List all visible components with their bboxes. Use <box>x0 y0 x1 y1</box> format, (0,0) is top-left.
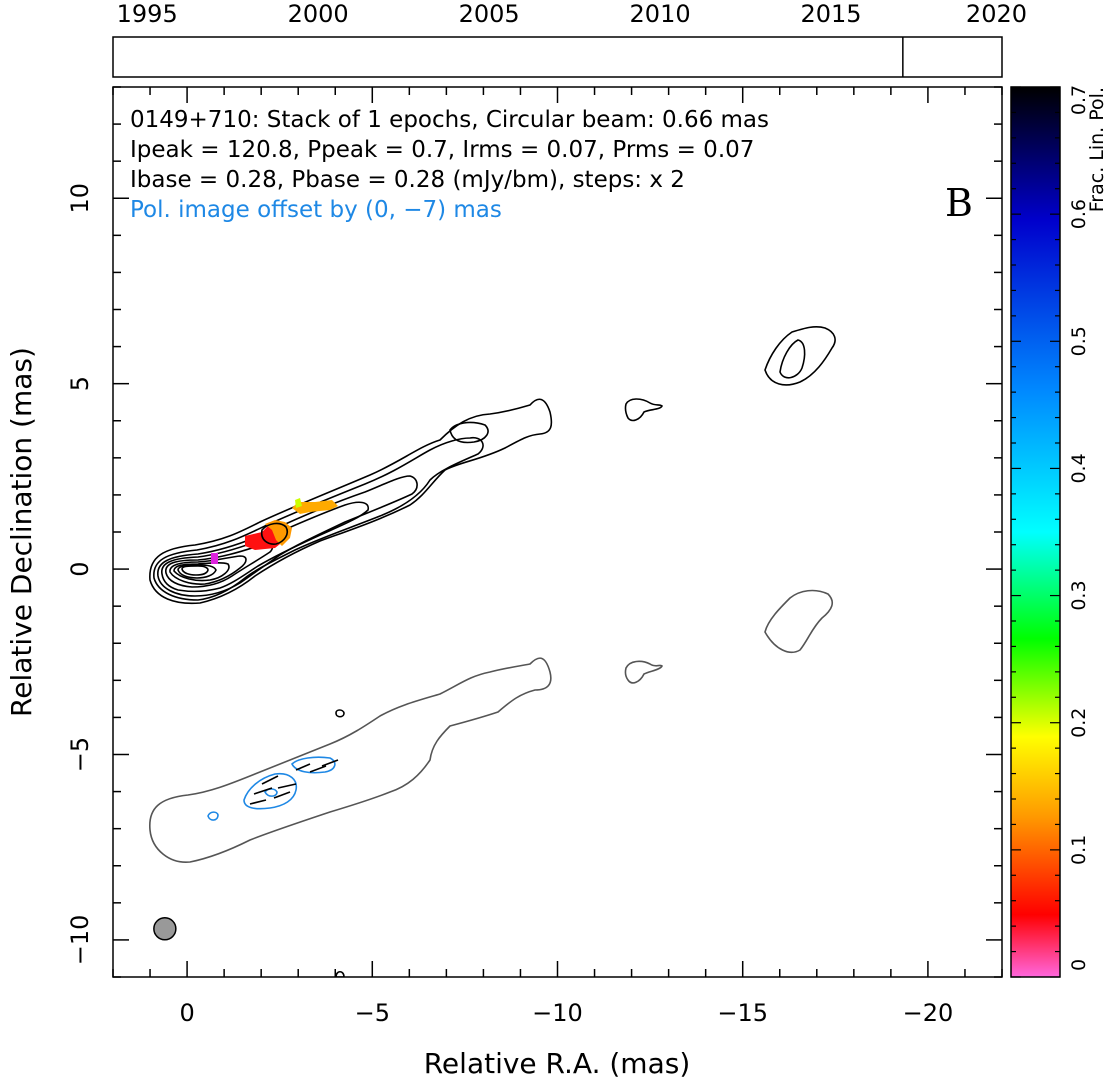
evpa-stick <box>253 787 273 795</box>
contour-level-7 <box>173 562 230 582</box>
y-axis-title: Relative Declination (mas) <box>5 347 38 717</box>
patch-contour-1 <box>624 398 663 422</box>
x-tick-label: −5 <box>355 999 390 1027</box>
pol-blue-contour-3 <box>207 811 219 821</box>
info-block: 0149+710: Stack of 1 epochs, Circular be… <box>130 107 769 223</box>
x-tick-label: 0 <box>179 999 194 1027</box>
pol-image-offset <box>149 589 834 863</box>
y-tick-label: 0 <box>66 561 94 576</box>
patch-contour-2 <box>764 325 836 386</box>
colorbar-ticks: 0 0.1 0.2 0.3 0.4 0.5 0.6 0.7 <box>1011 85 1090 978</box>
x-tick-label: −15 <box>717 999 768 1027</box>
colorbar-tick-label: 0.5 <box>1068 326 1090 356</box>
timeline-year-label: 1995 <box>117 0 178 28</box>
timeline-year-label: 2005 <box>459 0 520 28</box>
evpa-stick <box>249 799 267 805</box>
info-line-3: Ibase = 0.28, Pbase = 0.28 (mJy/bm), ste… <box>130 167 685 193</box>
patch-contour-3 <box>779 339 806 379</box>
evpa-sticks <box>249 759 339 805</box>
y-tick-label: 10 <box>66 183 94 214</box>
pol-grey-patch-1 <box>624 660 663 684</box>
x-tick-label: −20 <box>903 999 954 1027</box>
contour-level-6 <box>169 555 247 585</box>
edge-contour <box>335 970 345 977</box>
colorbar: 0 0.1 0.2 0.3 0.4 0.5 0.6 0.7 Frac. Lin. Pol. <box>1010 85 1108 978</box>
pol-offset-note: Pol. image offset by (0, −7) mas <box>130 197 502 223</box>
pol-patch-yellow <box>295 498 302 508</box>
colorbar-tick-label: 0.6 <box>1068 199 1090 229</box>
y-tick-label: −5 <box>66 737 94 772</box>
y-tick-label: −10 <box>66 915 94 966</box>
info-line-2: Ipeak = 120.8, Ppeak = 0.7, Irms = 0.07,… <box>130 137 754 163</box>
knot-contour <box>449 421 489 444</box>
colorbar-tick-label: 0.2 <box>1068 708 1090 738</box>
colorbar-label: Frac. Lin. Pol. <box>1086 87 1108 212</box>
pol-blue-contour-2 <box>291 756 336 774</box>
timeline-year-label: 2000 <box>288 0 349 28</box>
colorbar-tick-label: 0.4 <box>1068 453 1090 483</box>
contour-level-4 <box>161 501 369 593</box>
x-tick-label: −10 <box>532 999 583 1027</box>
contour-level-8 <box>177 564 217 579</box>
colorbar-tick-label: 0.1 <box>1068 835 1090 865</box>
evpa-stick <box>321 759 339 767</box>
axis-tick-labels: 0 −5 −10 −15 −20 −10 −5 0 5 10 <box>66 183 953 1027</box>
contour-level-5 <box>165 543 274 588</box>
evpa-stick <box>309 765 327 773</box>
pol-blue-contour-1 <box>243 772 298 810</box>
tiny-contour <box>335 709 345 718</box>
colorbar-tick-label: 0 <box>1068 959 1090 971</box>
timeline-year-label: 2010 <box>630 0 691 28</box>
timeline-tick-labels: 1995 2000 2005 2010 2015 2020 <box>117 0 1027 28</box>
info-line-1: 0149+710: Stack of 1 epochs, Circular be… <box>130 107 769 133</box>
evpa-stick <box>273 791 291 799</box>
timeline-year-label: 2015 <box>800 0 861 28</box>
timeline-frame <box>112 36 1003 78</box>
contour-level-1 <box>149 398 553 605</box>
colorbar-tick-label: 0.3 <box>1068 580 1090 610</box>
pol-grey-contour <box>149 657 552 863</box>
panel-letter: B <box>945 181 973 225</box>
colorbar-gradient <box>1010 86 1061 978</box>
frac-pol-patches <box>211 498 338 564</box>
pol-grey-patch-2 <box>764 589 834 654</box>
contour-level-2 <box>153 436 484 601</box>
colorbar-tick-label: 0.7 <box>1068 85 1090 115</box>
beam-marker <box>153 917 177 941</box>
y-tick-label: 5 <box>66 376 94 391</box>
jet-intensity-contours <box>149 325 836 977</box>
knot-overlay-contour <box>260 522 289 545</box>
pol-patch-amber <box>292 500 338 514</box>
pol-patch-magenta <box>211 553 218 564</box>
evpa-stick <box>295 763 311 771</box>
evpa-stick <box>277 783 297 789</box>
axis-ticks <box>112 86 1003 978</box>
x-axis-title: Relative R.A. (mas) <box>424 1047 691 1080</box>
evpa-stick <box>261 775 279 785</box>
timeline-year-label: 2020 <box>966 0 1027 28</box>
epoch-timeline: 1995 2000 2005 2010 2015 2020 <box>112 0 1027 78</box>
contour-level-9 <box>181 565 209 576</box>
map-layers <box>149 325 836 977</box>
